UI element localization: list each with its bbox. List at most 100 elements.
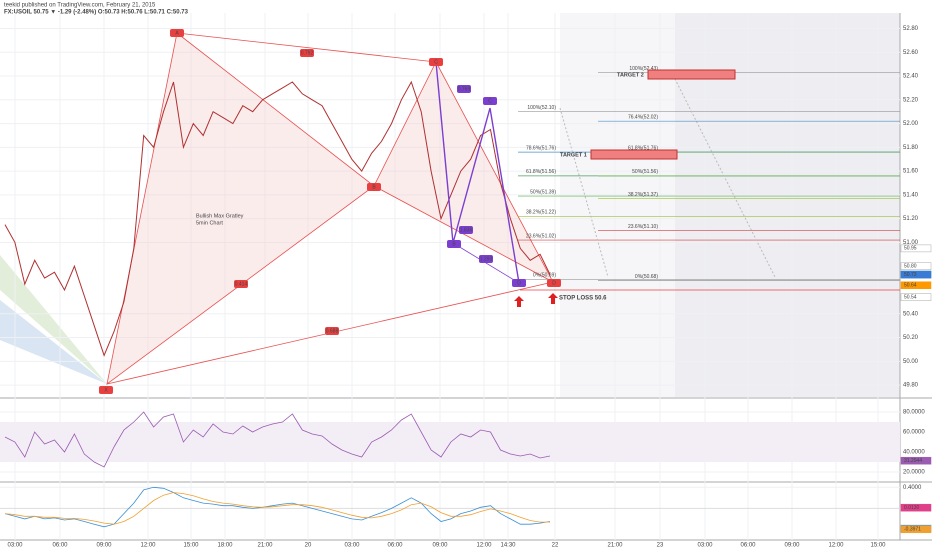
- pattern-point-box: [99, 386, 113, 394]
- inner-point-box: [512, 279, 526, 287]
- y-tick-label: 52.00: [903, 121, 919, 127]
- value-tag-box: [900, 281, 932, 289]
- x-tick-label: 03:00: [344, 543, 360, 549]
- fib-label: 76.4%(52.02): [628, 115, 658, 121]
- pattern-ratio: 0.414: [235, 281, 248, 287]
- trend-line: [559, 107, 609, 278]
- value-tag: 50.80: [904, 264, 917, 270]
- inner-ratio: 1.293: [480, 256, 493, 262]
- value-tag-box: [900, 270, 932, 279]
- value-tag-box: [900, 293, 932, 301]
- x-tick-label: 22: [552, 543, 559, 549]
- y-tick-label: 51.40: [903, 192, 919, 198]
- x-tick-label: 03:00: [697, 543, 713, 549]
- pattern-point-box: [547, 279, 561, 287]
- fib-label: 38.2%(51.37): [628, 192, 658, 198]
- arrow: [514, 296, 524, 307]
- y-tick-label: 80.0000: [903, 410, 925, 416]
- pattern-point: A: [175, 30, 179, 36]
- fib-label: 0%(50.68): [635, 274, 658, 280]
- inner-pattern: [435, 61, 520, 284]
- x-tick-label: 09:00: [432, 543, 448, 549]
- pattern-ratio: 0.688: [326, 328, 339, 334]
- pattern-note: 5min Chart: [196, 220, 223, 226]
- x-tick-label: 06:00: [52, 543, 68, 549]
- header-author: teekid published on TradingView.com, Feb…: [4, 3, 156, 9]
- y-tick-label: 50.20: [903, 335, 919, 341]
- value-tag: -0.3971: [904, 527, 921, 533]
- target-box: [647, 69, 736, 80]
- value-tag: 31.2944: [904, 458, 922, 464]
- value-tag: 0.0130: [904, 505, 920, 511]
- pattern-ratio: 0.792: [301, 50, 314, 56]
- x-tick-label: 06:00: [740, 543, 756, 549]
- x-tick-label: 12:00: [828, 543, 844, 549]
- x-tick-label: 21:00: [257, 543, 273, 549]
- x-tick-label: 18:00: [217, 543, 233, 549]
- value-tag: 50.54: [904, 294, 917, 300]
- target-box: [590, 149, 678, 160]
- y-tick-label: 51.00: [903, 240, 919, 246]
- fib-label: 100%(52.10): [527, 105, 556, 111]
- trend-line: [672, 74, 776, 278]
- pattern-point-box: [367, 183, 381, 191]
- x-tick-label: 03:00: [7, 543, 23, 549]
- fib-label: 61.8%(51.56): [526, 169, 556, 175]
- x-tick-label: 06:00: [387, 543, 403, 549]
- y-tick-label: 52.60: [903, 50, 919, 56]
- y-tick-label: 51.20: [903, 216, 919, 222]
- pattern-point: C: [434, 59, 438, 65]
- pattern-ratio-box: [234, 280, 248, 288]
- fan-shade: [0, 300, 107, 384]
- y-tick-label: 52.40: [903, 74, 919, 80]
- y-tick-label: 40.0000: [903, 450, 925, 456]
- stop-loss-label: STOP LOSS 50.6: [559, 296, 607, 302]
- value-tag-box: [900, 244, 932, 253]
- fib-label: 61.8%(51.76): [628, 145, 658, 151]
- y-tick-label: 50.00: [903, 359, 919, 365]
- value-tag-box: [900, 503, 932, 512]
- y-tick-label: 60.0000: [903, 430, 925, 436]
- y-tick-label: 49.80: [903, 383, 919, 389]
- pattern-point: D: [552, 280, 556, 286]
- y-tick-label: 51.60: [903, 169, 919, 175]
- series-line: [4, 492, 550, 525]
- target-label: TARGET 1: [560, 152, 587, 158]
- pattern-ac: [176, 32, 437, 63]
- inner-ratio: 0.769: [458, 86, 471, 92]
- inner-point: B: [452, 241, 456, 247]
- series-line: [4, 80, 551, 357]
- header-symbol: FX:USOIL 50.75 ▼ -1.29 (-2.48%) O:50.73 …: [4, 10, 189, 16]
- y-tick-label: 51.80: [903, 145, 919, 151]
- x-tick-label: 23: [657, 543, 664, 549]
- inner-point-box: [447, 240, 461, 248]
- arrow: [548, 293, 558, 304]
- x-tick-label: 15:00: [183, 543, 199, 549]
- x-tick-label: 15:00: [870, 543, 886, 549]
- inner-ratio: 1.836: [460, 227, 473, 233]
- value-tag: 50.73: [904, 272, 917, 278]
- fib-label: 50%(51.39): [530, 189, 556, 195]
- pattern-ratio-box: [300, 49, 314, 57]
- fan-shade: [0, 255, 107, 384]
- value-tag-box: [900, 262, 932, 270]
- inner-point: C: [488, 98, 492, 104]
- series-line: [4, 486, 551, 528]
- y-tick-label: 50.40: [903, 311, 919, 317]
- x-tick-label: 14:30: [500, 543, 516, 549]
- x-tick-label: 12:00: [140, 543, 156, 549]
- pattern-ratio-box: [325, 327, 339, 335]
- pattern-point: X: [104, 387, 108, 393]
- value-tag: 50.95: [904, 246, 917, 252]
- inner-ratio-box: [479, 255, 493, 263]
- inner-ratio-box: [457, 85, 471, 93]
- rsi-band: [0, 422, 900, 462]
- inner-point-box: [483, 97, 497, 105]
- x-tick-label: 09:00: [96, 543, 112, 549]
- x-tick-label: 09:00: [784, 543, 800, 549]
- inner-ratio-box: [459, 226, 473, 234]
- y-tick-label: 20.0000: [903, 470, 925, 476]
- fib-label: 100%(52.43): [629, 66, 658, 72]
- pattern-note: Bullish Max Gratley: [196, 213, 244, 219]
